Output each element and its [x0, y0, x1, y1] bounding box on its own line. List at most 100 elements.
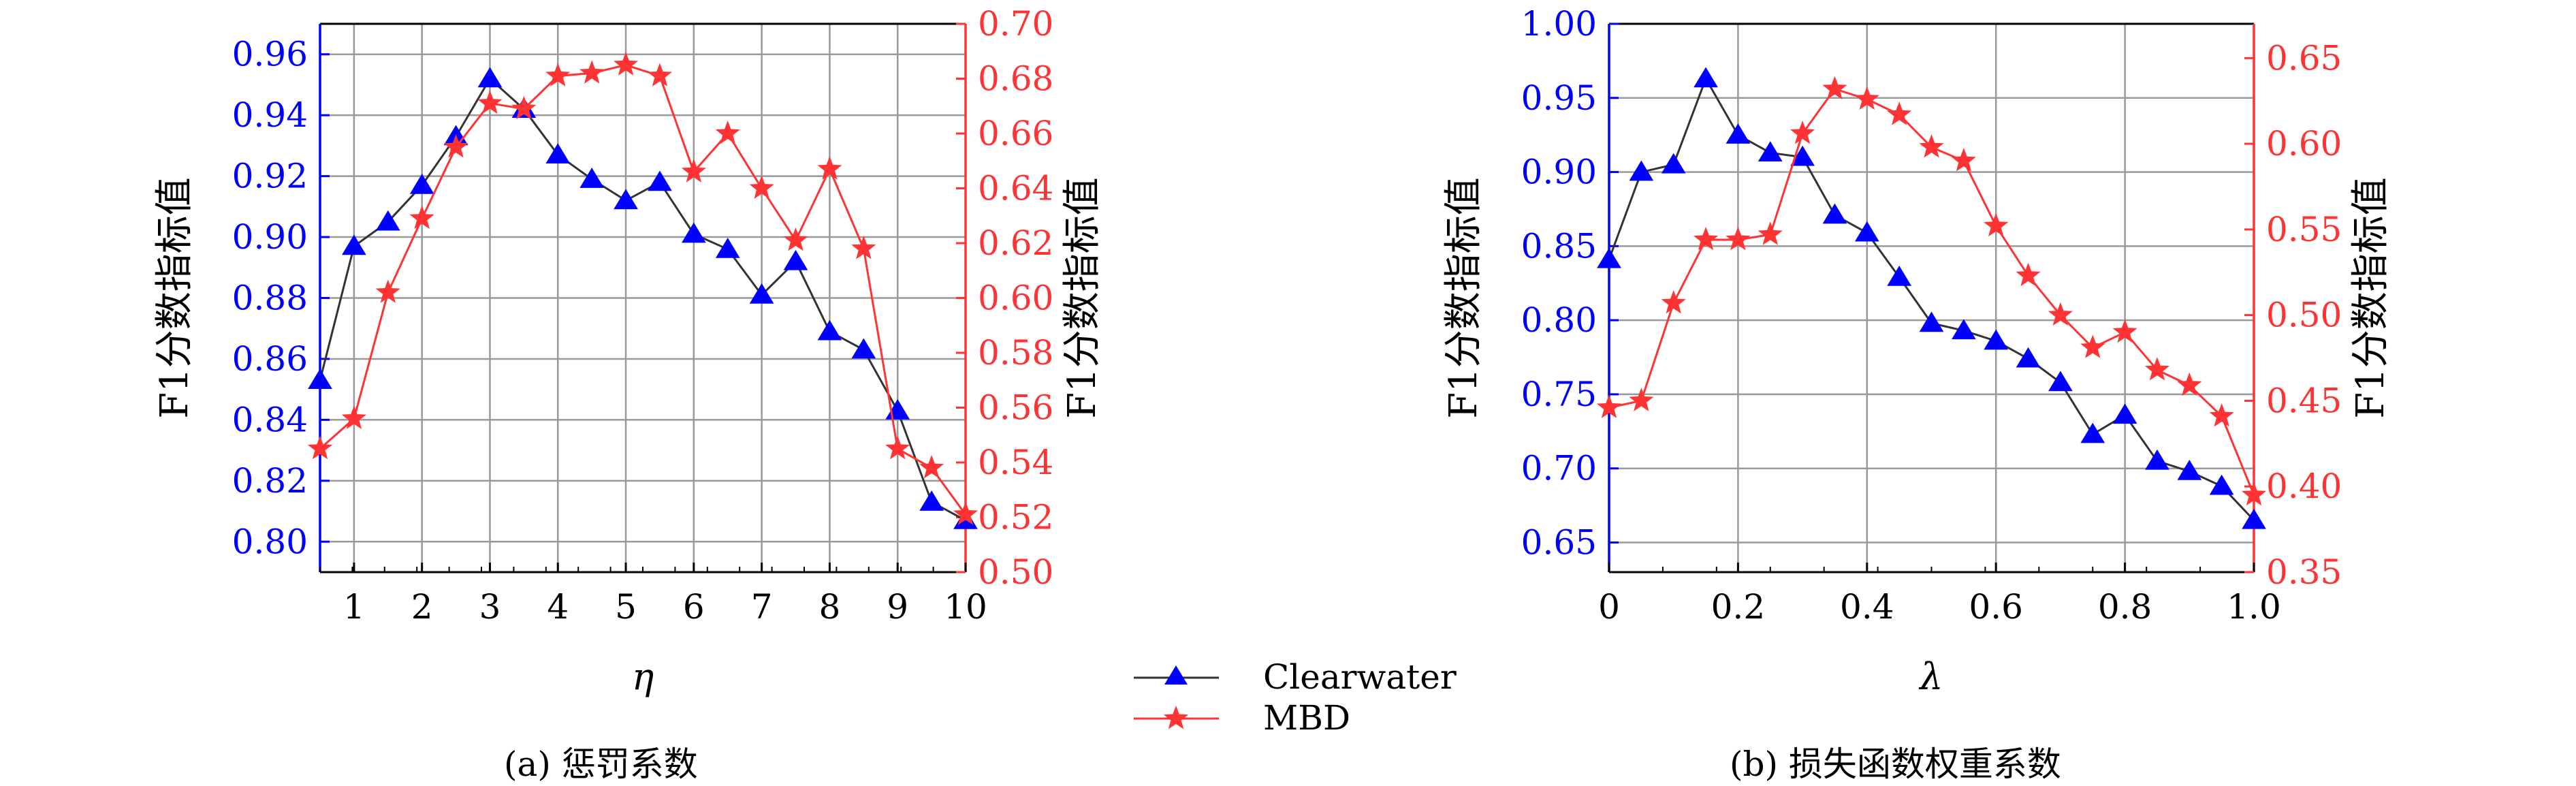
- chart-a-yr-tick-label: 0.50: [978, 552, 1053, 592]
- chart-a-mbd-point: [375, 279, 400, 303]
- chart-b-mbd-point: [1919, 134, 1944, 158]
- chart-b-yr-tick-label: 0.45: [2266, 381, 2342, 420]
- legend-clearwater-marker: [1134, 665, 1219, 685]
- chart-b-mbd-point: [1758, 221, 1783, 245]
- chart-b-mbd-point: [1984, 213, 2009, 237]
- caption-a: (a) 惩罚系数: [504, 744, 698, 784]
- chart-a-mbd-point: [681, 159, 706, 183]
- legend-mbd-label: MBD: [1263, 698, 1351, 738]
- chart-b-yl-tick-label: 0.95: [1521, 78, 1597, 118]
- legend: Clearwater MBD: [1130, 657, 1512, 739]
- chart-a-mbd-point: [919, 455, 944, 479]
- chart-b-x-label: λ: [1918, 655, 1943, 698]
- chart-a-yl-tick-label: 0.88: [232, 279, 308, 318]
- legend-clearwater-label: Clearwater: [1263, 657, 1457, 697]
- chart-a-x-tick-label: 8: [819, 587, 841, 627]
- chart-a-yl-tick-label: 0.86: [232, 339, 308, 379]
- chart-a-mbd-point: [614, 52, 639, 76]
- chart-a-yr-tick-label: 0.66: [978, 114, 1053, 153]
- chart-a-yr-tick-label: 0.58: [978, 333, 1053, 373]
- chart-a-clearwater-point: [681, 222, 706, 243]
- chart-b-mbd-point: [1951, 148, 1976, 172]
- chart-a-clearwater-point: [648, 170, 672, 191]
- chart-b-mbd-point: [1790, 121, 1815, 144]
- chart-a-mbd-point: [953, 501, 979, 525]
- chart-b-mbd-point: [1822, 76, 1847, 99]
- chart-b-clearwater-point: [1887, 266, 1911, 286]
- caption-b: (b) 损失函数权重系数: [1730, 744, 2061, 784]
- chart-a-yr-tick-label: 0.68: [978, 59, 1053, 99]
- chart-b-mbd-point: [1694, 227, 1719, 251]
- chart-b-clearwater-point: [2242, 508, 2266, 529]
- chart-b-clearwater-point: [1952, 319, 1976, 340]
- chart-a-mbd-line: [319, 63, 967, 516]
- chart-a-x-tick-label: 2: [411, 587, 433, 627]
- chart-a-yl-tick-label: 0.82: [232, 461, 308, 501]
- chart-a-clearwater-point: [545, 143, 571, 164]
- chart-a-mbd-point: [647, 63, 672, 87]
- chart-b-clearwater-point: [1694, 67, 1718, 88]
- chart-b-clearwater-point: [1661, 153, 1686, 174]
- chart-b-mbd-point: [2144, 357, 2169, 381]
- chart-b-mbd-point: [2209, 403, 2234, 427]
- chart-a-mbd-point: [851, 236, 876, 260]
- chart-a-clearwater-point: [919, 490, 944, 511]
- chart-a-clearwater-point: [409, 174, 434, 194]
- chart-b-mbd-point: [2048, 302, 2073, 326]
- chart-a-yl-tick-label: 0.96: [232, 35, 308, 74]
- chart-a-yl-tick-label: 0.94: [232, 95, 308, 135]
- chart-a-x-tick-label: 3: [479, 587, 501, 627]
- chart-b-yl-tick-label: 0.80: [1521, 300, 1597, 340]
- chart-b-x-tick-label: 0: [1598, 587, 1620, 627]
- chart-b-yr-tick-label: 0.60: [2266, 124, 2342, 163]
- chart-a-yr-tick-label: 0.64: [978, 169, 1053, 208]
- chart-b-yl-tick-label: 0.90: [1521, 153, 1597, 192]
- chart-b-clearwater-point: [1984, 329, 2009, 350]
- chart-a-clearwater-point: [375, 210, 400, 231]
- chart-b-mbd-point: [1854, 86, 1879, 110]
- chart-b-clearwater-point: [1919, 311, 1944, 332]
- chart-b-yr-tick-label: 0.65: [2266, 38, 2342, 78]
- chart-a-clearwater-point: [342, 234, 366, 255]
- chart-b-mbd-point: [1629, 388, 1654, 411]
- chart-b-yr-tick-label: 0.50: [2266, 296, 2342, 335]
- chart-a-clearwater-point: [851, 338, 876, 359]
- chart-b-clearwater-point: [2016, 347, 2041, 368]
- chart-a-yr-tick-label: 0.60: [978, 279, 1053, 318]
- chart-a-yl-tick-label: 0.84: [232, 400, 308, 439]
- chart-a-mbd-point: [341, 405, 366, 429]
- chart-b-mbd-point: [2112, 319, 2137, 343]
- chart-a-yl-tick-label: 0.92: [232, 157, 308, 196]
- chart-a-mbd-point: [885, 435, 910, 460]
- legend-item-clearwater: Clearwater: [1130, 657, 1512, 698]
- chart-a-mbd-point: [443, 134, 468, 158]
- legend-mbd-marker: [1134, 706, 1219, 729]
- chart-a-yl-tick-label: 0.80: [232, 522, 308, 561]
- chart-b-yr-tick-label: 0.35: [2266, 552, 2342, 592]
- chart-b-clearwater-point: [2209, 474, 2234, 495]
- chart-b-clearwater-point: [1758, 141, 1783, 162]
- chart-a-yl-tick-label: 0.90: [232, 217, 308, 257]
- chart-b-mbd-point: [1887, 101, 1912, 125]
- chart-b-clearwater-point: [1790, 145, 1815, 166]
- chart-b-mbd-point: [2016, 262, 2041, 287]
- chart-b-yl-tick-label: 0.85: [1521, 226, 1597, 266]
- chart-b-y-label-right: F1分数指标值: [2349, 177, 2393, 418]
- chart-b-mbd-point: [1596, 394, 1622, 418]
- chart-b-x-tick-label: 0.8: [2098, 587, 2152, 627]
- chart-a-x-tick-label: 7: [751, 587, 773, 627]
- chart-a-yr-tick-label: 0.54: [978, 443, 1053, 482]
- chart-a-yr-tick-label: 0.52: [978, 498, 1053, 537]
- chart-b-yr-tick-label: 0.40: [2266, 467, 2342, 506]
- chart-b-yl-tick-label: 0.65: [1521, 522, 1597, 562]
- chart-a-mbd-point: [511, 95, 537, 120]
- legend-item-mbd: MBD: [1130, 698, 1512, 739]
- chart-a-mbd-point: [749, 175, 774, 199]
- chart-a-yr-tick-label: 0.70: [978, 4, 1053, 44]
- chart-a-y-label-left: F1分数指标值: [153, 177, 197, 418]
- chart-a-x-tick-label: 10: [944, 587, 987, 627]
- chart-a-y-label-right: F1分数指标值: [1060, 177, 1104, 418]
- chart-a-mbd-point: [545, 63, 571, 87]
- chart-b-x-tick-label: 0.4: [1840, 587, 1894, 627]
